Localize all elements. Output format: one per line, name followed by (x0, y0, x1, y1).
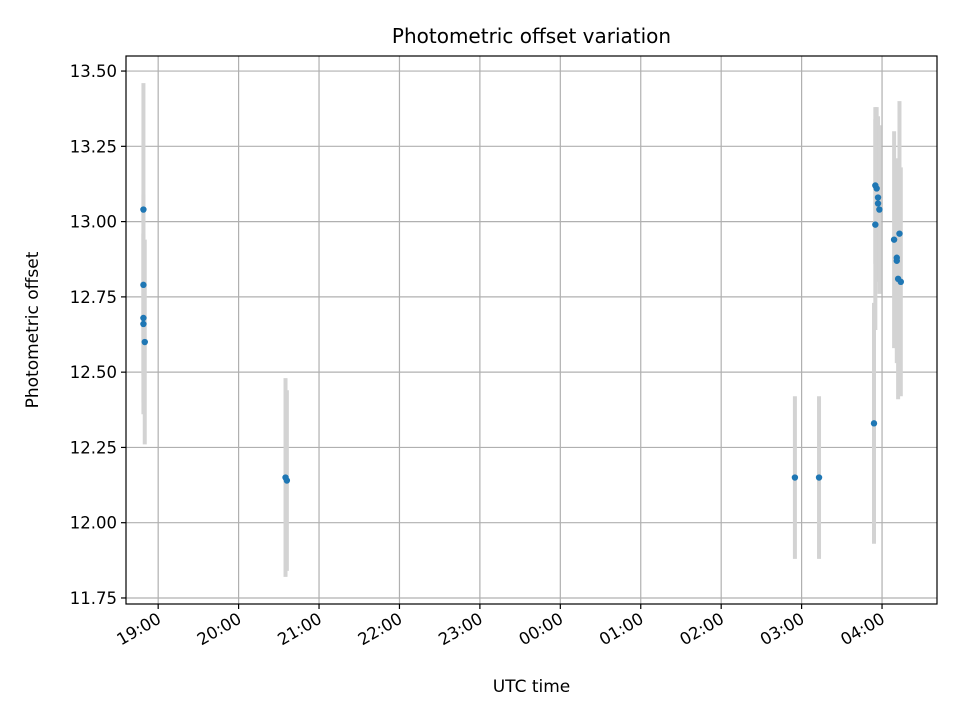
data-point (283, 477, 291, 484)
plot-frame (125, 55, 938, 605)
data-point (893, 257, 900, 264)
data-points (140, 182, 905, 484)
data-point (141, 338, 148, 346)
data-point (896, 230, 903, 237)
data-point (791, 474, 799, 481)
chart-title: Photometric offset variation (392, 24, 671, 48)
y-tick-label: 13.25 (70, 137, 117, 156)
data-point (876, 206, 883, 213)
y-tick-label: 12.00 (70, 514, 117, 533)
data-point (140, 281, 147, 289)
data-point (873, 185, 880, 192)
x-axis-label: UTC time (493, 677, 571, 697)
data-point (897, 278, 905, 286)
data-point (870, 420, 878, 427)
y-tick-label: 11.75 (70, 589, 117, 608)
data-point (890, 236, 898, 243)
data-point (140, 206, 147, 213)
y-tick-label: 13.50 (70, 62, 117, 81)
data-point (874, 194, 882, 201)
grid (126, 56, 937, 604)
y-tick-label: 13.00 (70, 213, 117, 232)
data-point (874, 200, 882, 207)
y-axis-label: Photometric offset (23, 251, 43, 408)
data-point (140, 314, 147, 322)
data-point (140, 320, 147, 328)
data-point (872, 221, 879, 228)
data-point (815, 474, 823, 481)
y-tick-label: 12.75 (70, 288, 117, 307)
y-tick-label: 12.50 (70, 363, 117, 382)
y-tick-label: 12.25 (70, 438, 117, 457)
